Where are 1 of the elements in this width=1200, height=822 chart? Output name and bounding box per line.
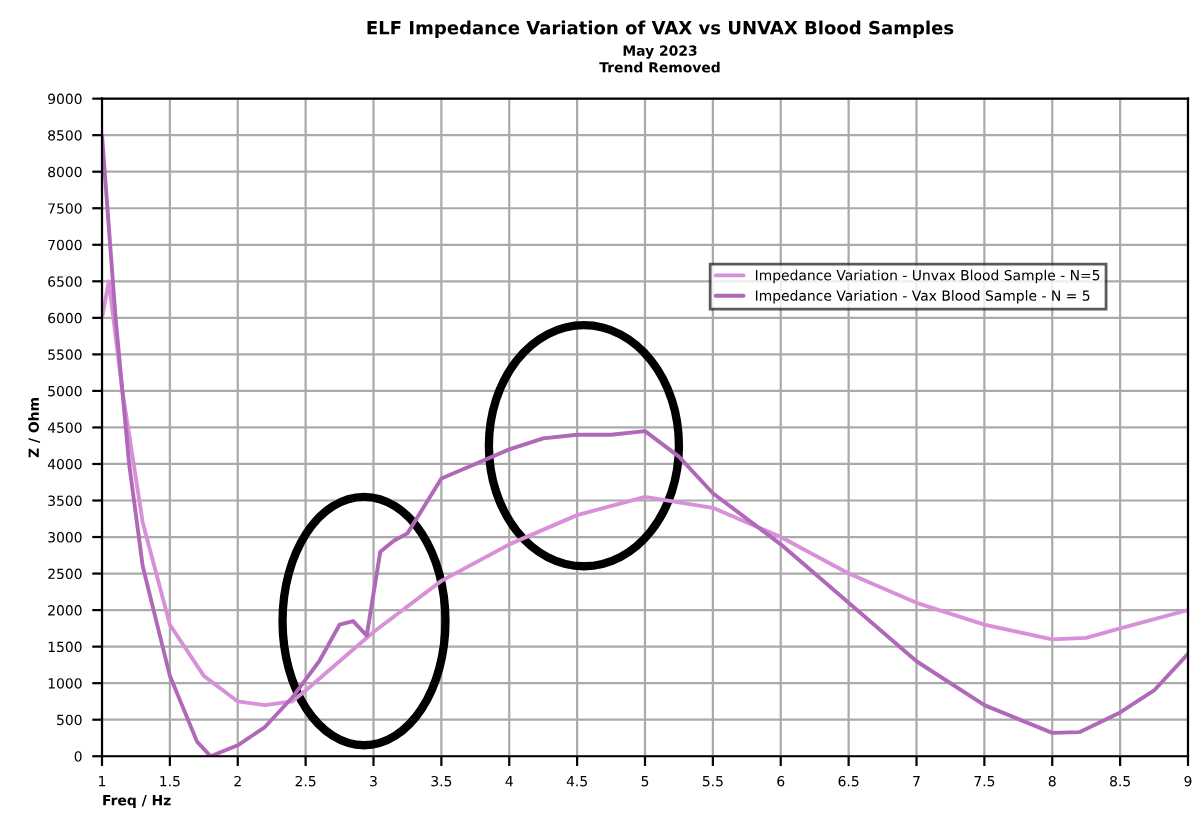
chart-title: ELF Impedance Variation of VAX vs UNVAX Blood Samples bbox=[367, 20, 954, 39]
